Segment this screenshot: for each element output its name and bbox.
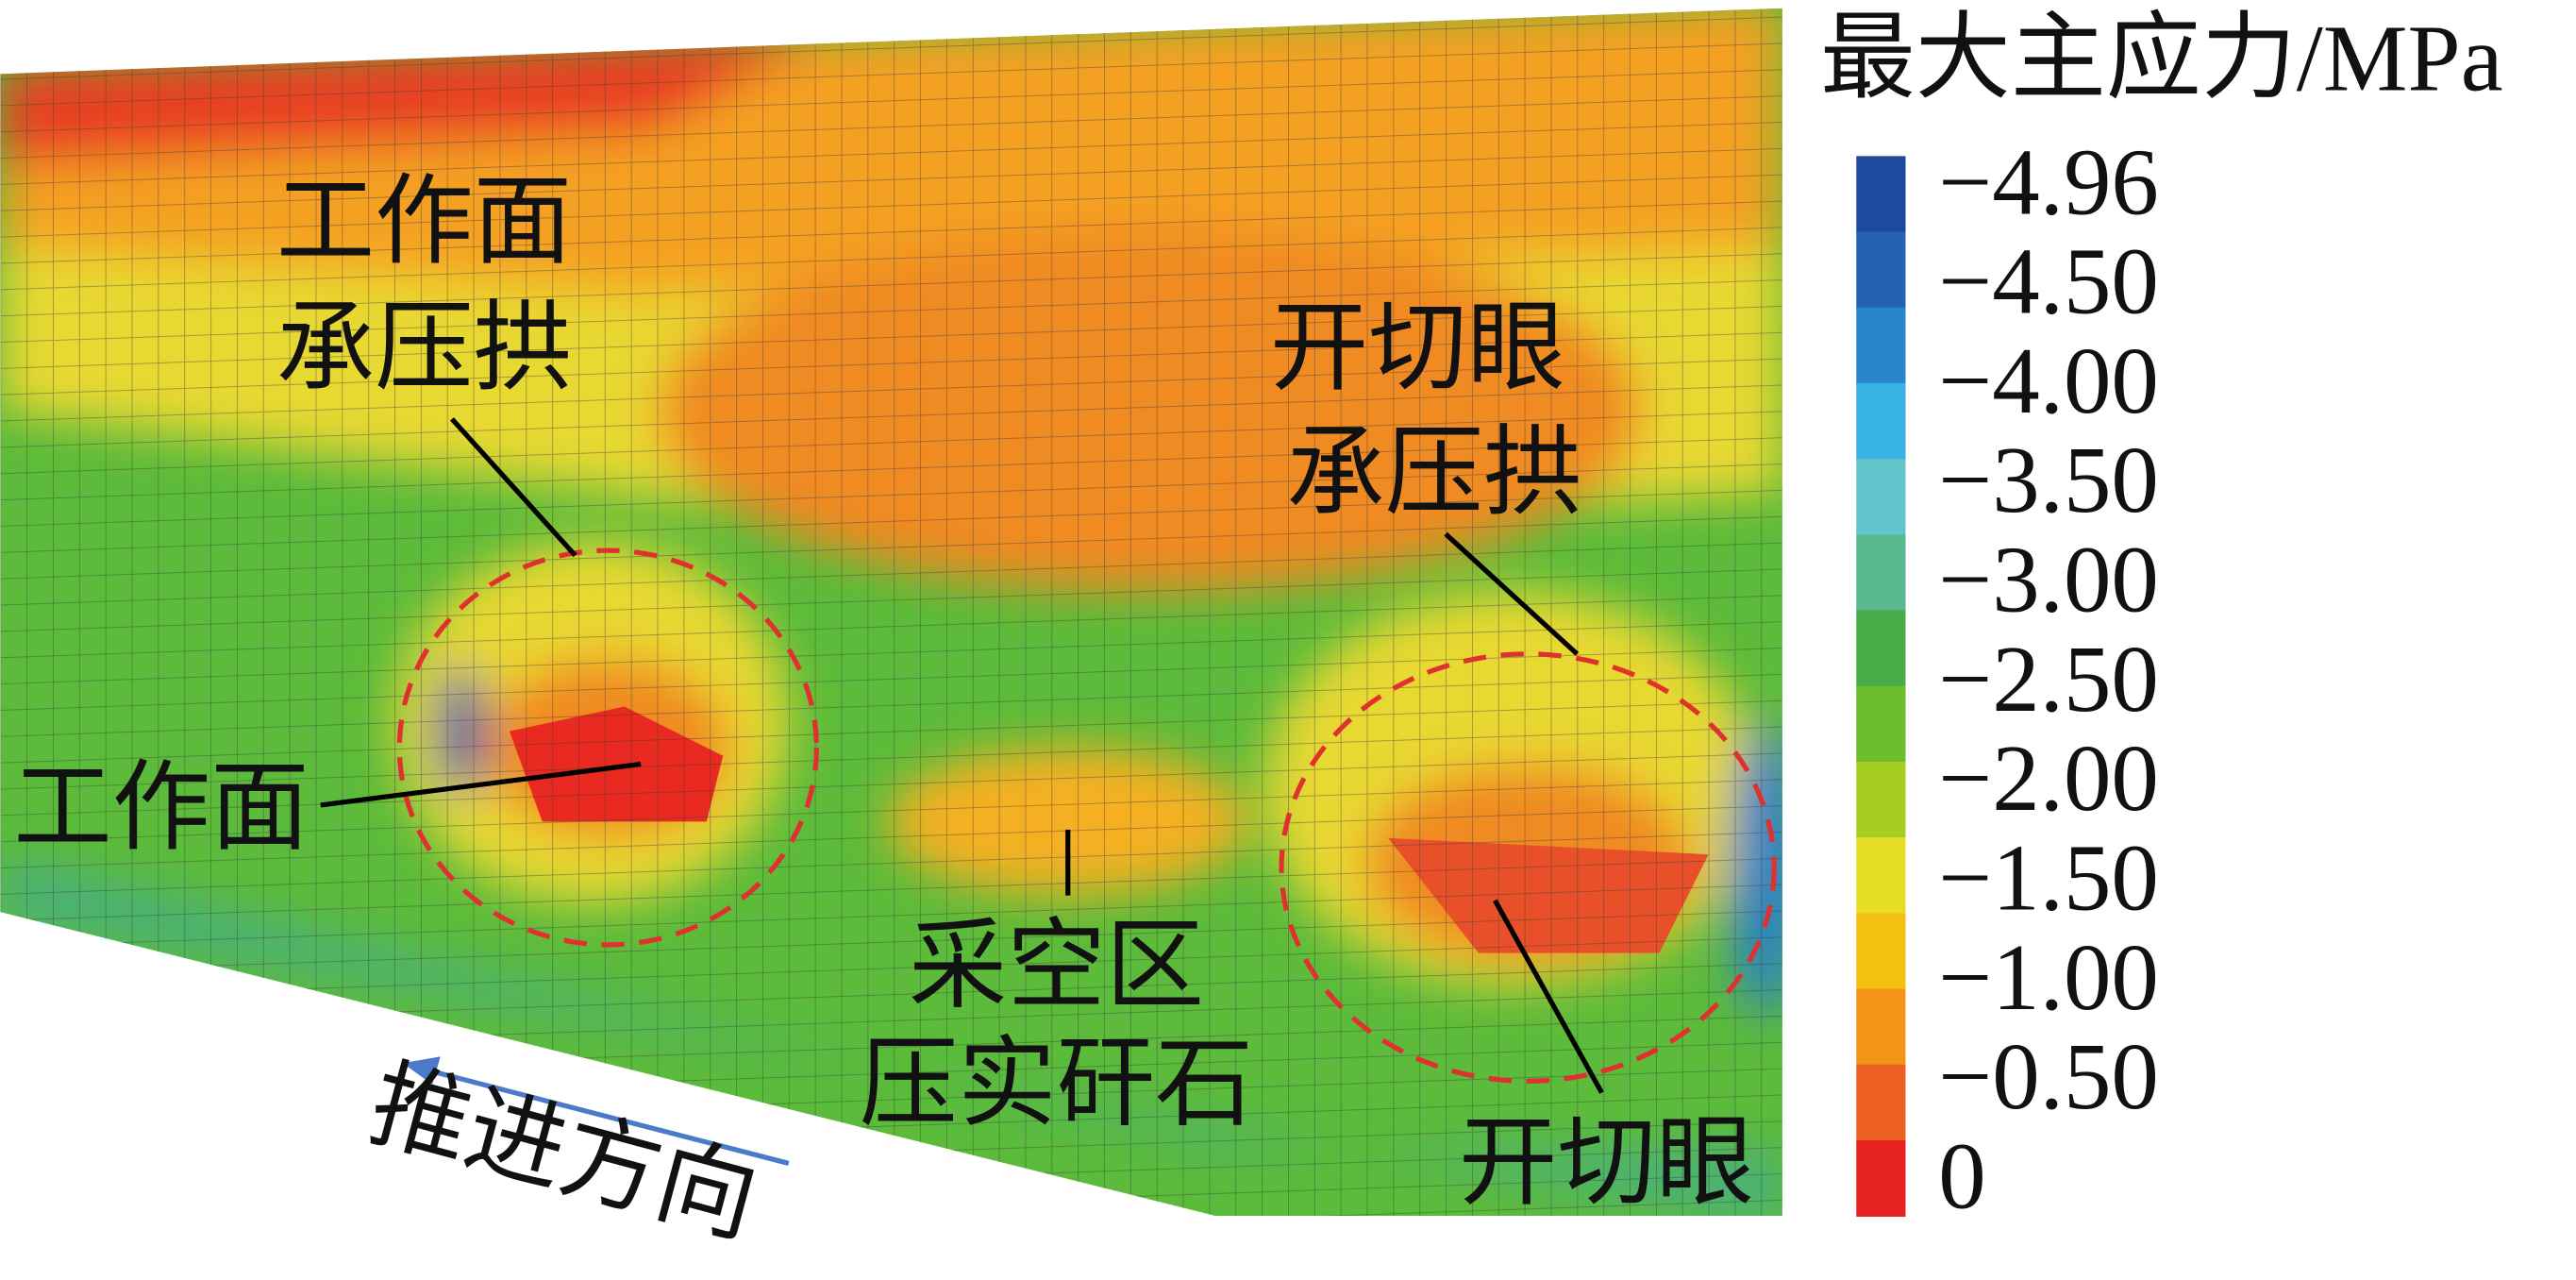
colorbar-label: −1.50 [1938,824,2159,930]
colorbar-label: −1.00 [1938,924,2159,1030]
annotation-label: 压实矸石 [860,1026,1254,1141]
advance-arrow [402,1056,790,1166]
legend: 最大主应力/MPa−4.96−4.50−4.00−3.50−3.00−2.50−… [1820,6,2503,1229]
annotation-label: 开切眼 [1459,1104,1754,1220]
annotation-label: 采空区 [909,907,1204,1022]
colorbar-band [1856,610,1906,687]
annotation-label: 承压拱 [1286,414,1581,530]
colorbar-band [1856,761,1906,839]
colorbar-label: −3.00 [1938,527,2159,632]
stress-contour [0,8,1782,1217]
annotation-label: 工作面 [276,163,572,278]
colorbar-band [1856,685,1906,763]
colorbar-label: −2.50 [1938,626,2159,732]
colorbar-band [1856,231,1906,309]
colorbar-label: −3.50 [1938,427,2159,532]
colorbar-band [1856,307,1906,384]
colorbar-band [1856,459,1906,536]
colorbar-band [1856,534,1906,612]
annotation-label: 开切眼 [1270,290,1565,405]
colorbar-label: −4.00 [1938,328,2159,433]
colorbar-label: −0.50 [1938,1023,2159,1129]
colorbar-label: −4.50 [1938,228,2159,334]
colorbar-band [1856,988,1906,1066]
colorbar-band [1856,382,1906,461]
legend-title: 最大主应力/MPa [1820,6,2503,111]
arch-outline [396,547,1777,1084]
colorbar-label: −4.96 [1938,128,2159,234]
colorbar-band [1856,913,1906,990]
colorbar-band [1856,1064,1906,1141]
colorbar-band [1856,1139,1906,1217]
annotation-label: 承压拱 [276,290,572,405]
leader-lines [320,417,1604,1094]
colorbar-band [1856,156,1906,233]
colorbar-label: −2.00 [1938,725,2159,831]
colorbar-label: 0 [1938,1122,1985,1228]
annotation-label: 工作面 [13,749,309,865]
colorbar-band [1856,837,1906,915]
